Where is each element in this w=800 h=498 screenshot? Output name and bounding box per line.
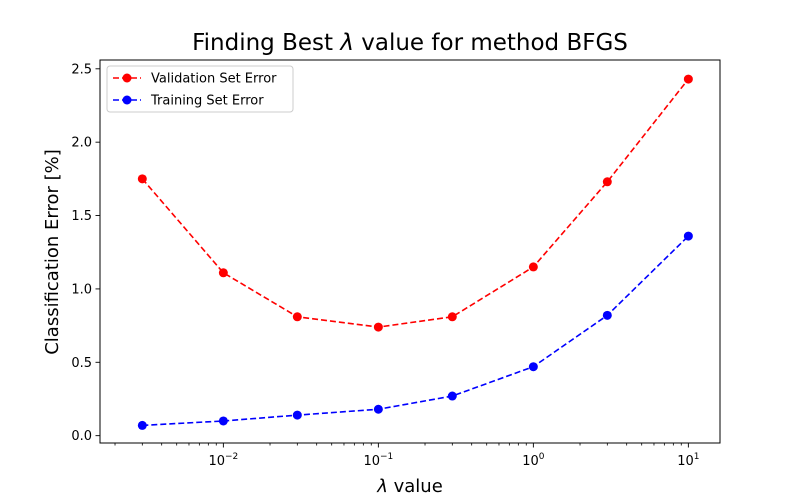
data-point	[447, 391, 457, 401]
x-axis-label: λ value	[376, 476, 443, 497]
legend: Validation Set Error Training Set Error	[106, 65, 294, 113]
x-tick-label: 100	[522, 452, 545, 469]
y-tick-label: 1.5	[71, 209, 92, 224]
series-line	[141, 78, 689, 328]
x-tick-label: 10−2	[208, 452, 238, 469]
legend-item: Validation Set Error	[113, 72, 277, 87]
y-tick-label: 2.0	[71, 136, 92, 151]
legend-marker	[122, 95, 132, 105]
series-validation	[137, 74, 693, 332]
x-tick-label-exponent: −2	[225, 452, 238, 462]
data-point	[373, 404, 383, 414]
data-point	[137, 420, 147, 430]
data-point	[292, 410, 302, 420]
data-point	[683, 231, 693, 241]
x-axis-label-symbol: λ	[376, 476, 388, 497]
x-tick-label-base: 10	[208, 454, 225, 469]
data-point	[528, 362, 538, 372]
data-point	[292, 312, 302, 322]
legend-box	[106, 65, 294, 113]
chart-title-prefix: Finding Best	[192, 30, 340, 56]
x-tick-label-exponent: −1	[380, 452, 393, 462]
legend-label: Validation Set Error	[151, 72, 277, 87]
data-point	[218, 268, 228, 278]
y-tick-label: 0.0	[71, 429, 92, 444]
x-tick-label-base: 10	[677, 454, 694, 469]
series-training	[137, 231, 693, 430]
chart-title-suffix: value for method BFGS	[354, 30, 628, 56]
x-tick-label-base: 10	[363, 454, 380, 469]
x-tick-label-base: 10	[522, 454, 539, 469]
legend-item: Training Set Error	[113, 94, 264, 109]
chart-title-symbol: λ	[338, 30, 354, 56]
x-tick-label: 101	[677, 452, 699, 469]
x-tick-label-exponent: 1	[694, 452, 700, 462]
data-point	[602, 177, 612, 187]
data-point	[137, 174, 147, 184]
plot-frame	[99, 59, 721, 444]
x-axis-label-suffix: value	[388, 476, 443, 497]
chart-title: Finding Best λ value for method BFGS	[192, 30, 628, 56]
plot-area: 10−2 10−1 100 1010.00.51.01.52.02.5Validati…	[71, 59, 721, 469]
y-tick-label: 0.5	[71, 356, 92, 371]
x-tick-label-exponent: 0	[539, 452, 545, 462]
y-tick-label: 2.5	[71, 62, 92, 77]
data-point	[683, 74, 693, 84]
data-point	[447, 312, 457, 322]
y-axis-label: Classification Error [%]	[42, 149, 63, 355]
legend-label: Training Set Error	[150, 94, 264, 109]
x-tick-label: 10−1	[363, 452, 393, 469]
y-tick-label: 1.0	[71, 282, 92, 297]
series-line	[142, 235, 689, 427]
data-point	[373, 322, 383, 332]
data-point	[528, 262, 538, 272]
data-point	[218, 416, 228, 426]
data-point	[602, 310, 612, 320]
legend-marker	[122, 73, 132, 83]
